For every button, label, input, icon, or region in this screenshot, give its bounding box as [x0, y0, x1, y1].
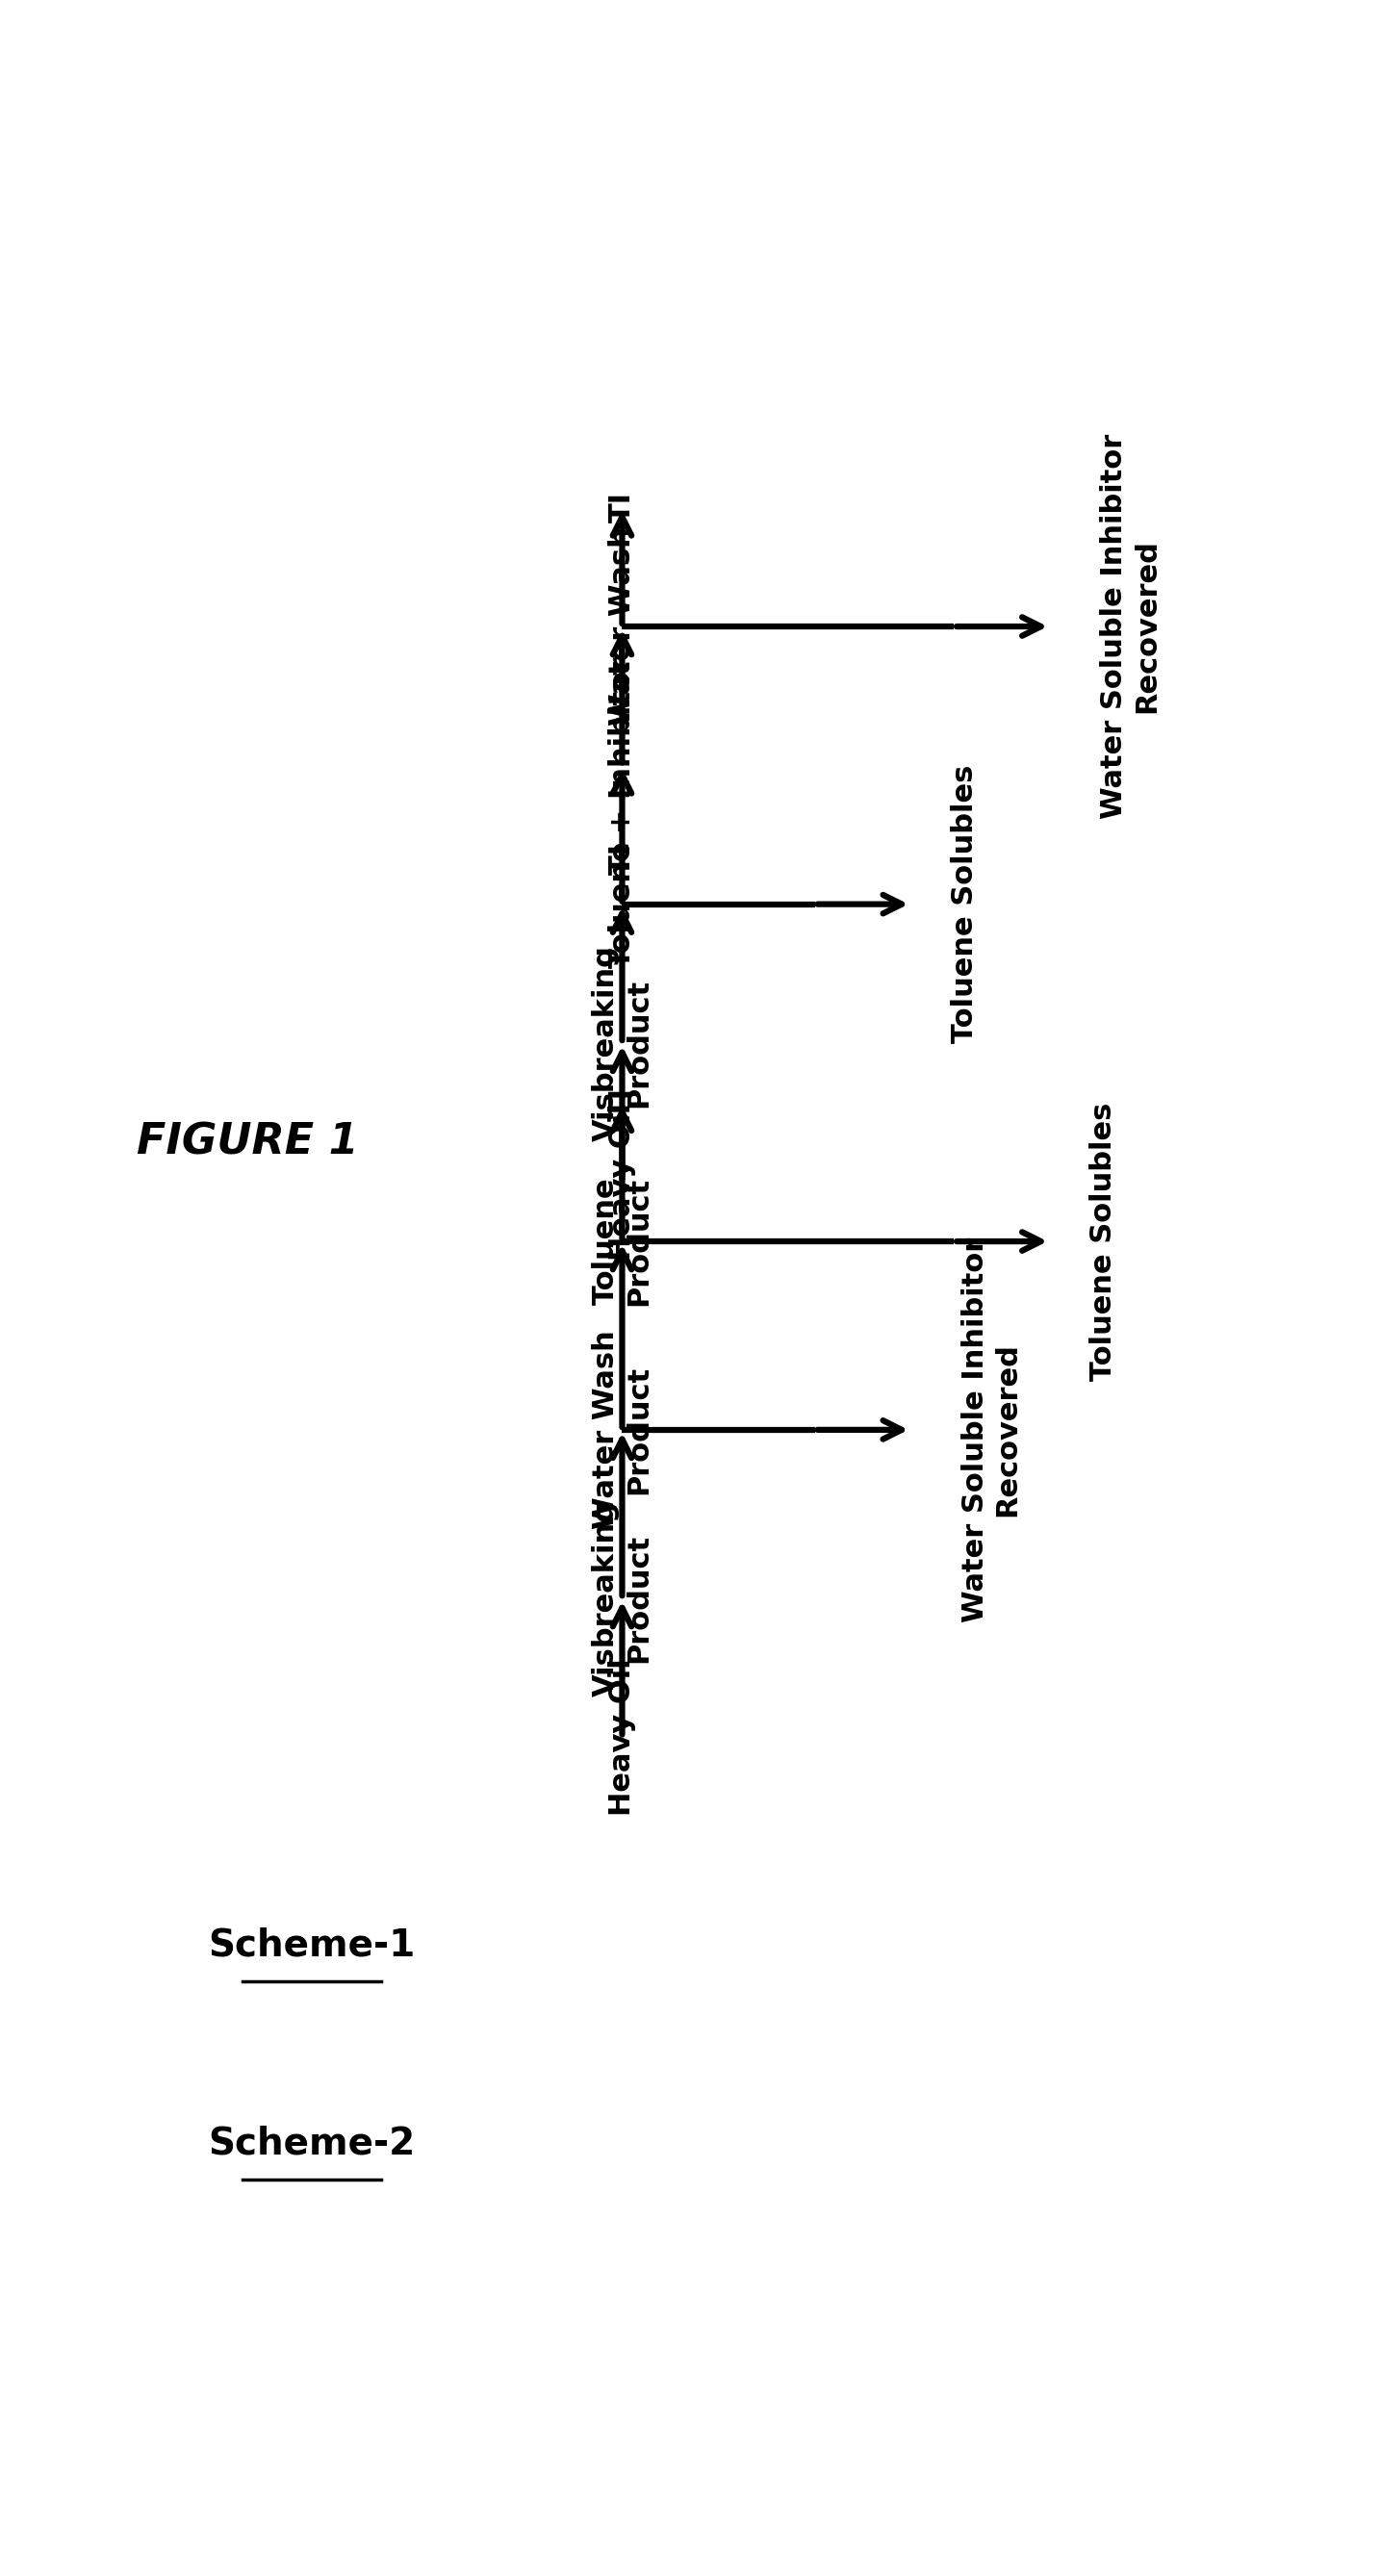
- Text: Toluene Solubles: Toluene Solubles: [950, 765, 979, 1043]
- Text: TI + Inhibitor: TI + Inhibitor: [608, 657, 637, 873]
- Text: Water Wash
Product: Water Wash Product: [592, 1329, 652, 1530]
- Text: Scheme-2: Scheme-2: [209, 2125, 416, 2161]
- Text: Toluene: Toluene: [608, 840, 637, 969]
- Text: Heavy Oil: Heavy Oil: [608, 1659, 637, 1816]
- Text: Visbreaking
Product: Visbreaking Product: [592, 1499, 652, 1698]
- Text: Scheme-1: Scheme-1: [209, 1927, 416, 1963]
- Text: Water Wash: Water Wash: [608, 528, 637, 726]
- Text: FIGURE 1: FIGURE 1: [137, 1121, 359, 1162]
- Text: Water Soluble Inhibitor
Recovered: Water Soluble Inhibitor Recovered: [1101, 433, 1160, 819]
- Text: Toluene
Product: Toluene Product: [592, 1177, 652, 1306]
- Text: TI: TI: [608, 1087, 637, 1118]
- Text: Heavy Oil: Heavy Oil: [608, 1103, 637, 1260]
- Text: Water Soluble Inhibitor
Recovered: Water Soluble Inhibitor Recovered: [961, 1236, 1022, 1623]
- Text: TI: TI: [608, 492, 637, 523]
- Text: Toluene Solubles: Toluene Solubles: [1090, 1103, 1117, 1381]
- Text: Visbreaking
Product: Visbreaking Product: [592, 945, 652, 1141]
